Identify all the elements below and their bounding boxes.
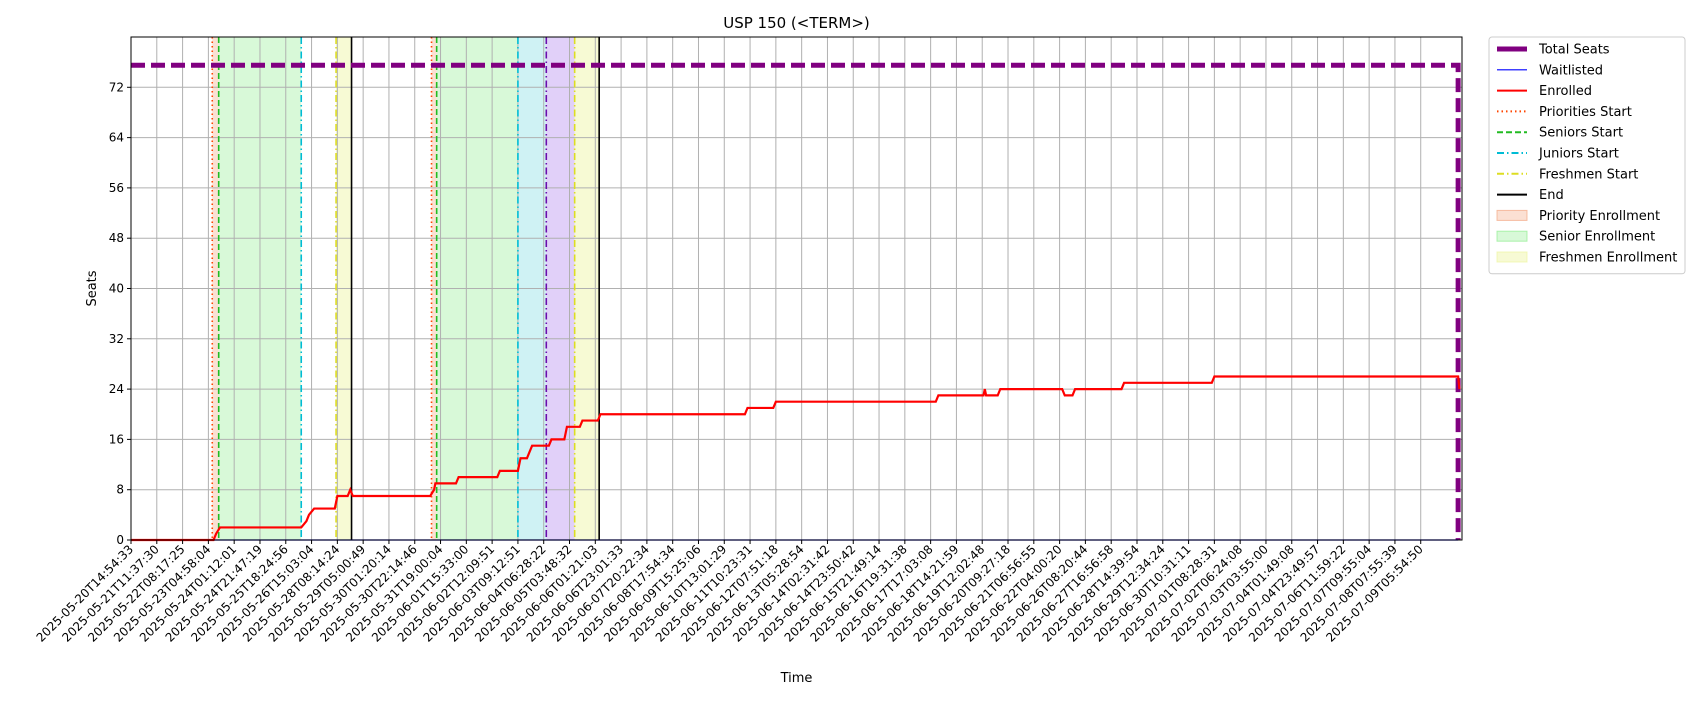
y-tick-label: 64 xyxy=(109,131,124,145)
legend-label-juniors-start: Juniors Start xyxy=(1538,147,1619,162)
y-axis-ticks: 0 8 16 24 32 40 48 56 64 72 xyxy=(109,80,131,547)
legend-label-enrolled: Enrolled xyxy=(1539,84,1592,99)
y-tick-label: 72 xyxy=(109,80,124,94)
legend-label-freshmen-start: Freshmen Start xyxy=(1539,167,1638,182)
y-axis-title: Seats xyxy=(85,270,100,306)
y-tick-label: 56 xyxy=(109,181,124,195)
vertical-markers xyxy=(211,37,600,540)
legend-swatch-freshmen-enrollment xyxy=(1496,251,1528,263)
legend-label-priorities-start: Priorities Start xyxy=(1539,105,1632,120)
legend-swatch-senior-enrollment xyxy=(1496,230,1528,242)
series-lines xyxy=(131,62,1461,542)
series-enrolled xyxy=(131,375,1461,542)
legend-label-freshmen-enrollment: Freshmen Enrollment xyxy=(1539,251,1677,266)
legend-label-end: End xyxy=(1539,188,1564,203)
legend-box xyxy=(1488,36,1686,275)
series-total-seats xyxy=(131,62,1461,540)
y-tick-label: 8 xyxy=(116,483,124,497)
legend-label-total-seats: Total Seats xyxy=(1538,43,1610,58)
legend-label-waitlisted: Waitlisted xyxy=(1539,63,1603,78)
y-tick-label: 0 xyxy=(116,533,124,547)
chart-title: USP 150 (<TERM>) xyxy=(723,14,870,32)
gridlines xyxy=(130,37,1462,541)
legend-label-senior-enrollment: Senior Enrollment xyxy=(1539,230,1655,245)
legend-label-priority-enrollment: Priority Enrollment xyxy=(1539,209,1660,224)
legend-swatch-priority-enrollment xyxy=(1496,209,1528,221)
x-axis-title: Time xyxy=(780,671,813,686)
y-tick-label: 32 xyxy=(109,332,124,346)
legend-label-seniors-start: Seniors Start xyxy=(1539,126,1623,141)
y-tick-label: 48 xyxy=(109,231,124,245)
y-tick-label: 40 xyxy=(109,282,124,296)
y-tick-label: 16 xyxy=(109,432,124,446)
legend: Total Seats Waitlisted Enrolled Priorities … xyxy=(1488,36,1686,275)
y-tick-label: 24 xyxy=(109,382,124,396)
x-axis-ticks: 2025-05-20T14:54:332025-05-21T11:37:3020… xyxy=(34,540,1426,645)
